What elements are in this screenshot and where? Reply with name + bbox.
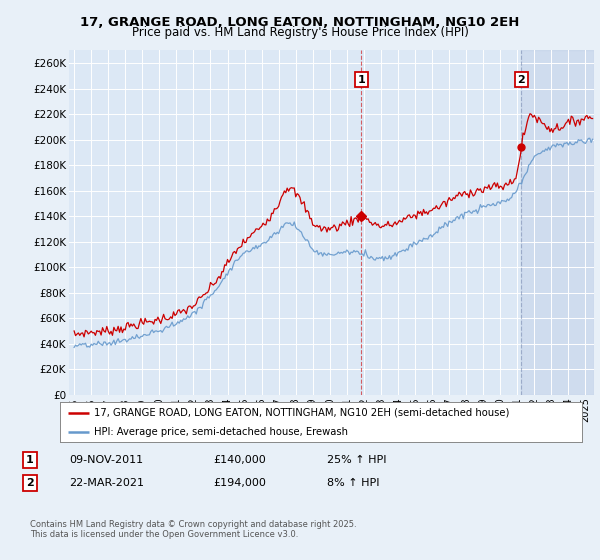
Text: 2: 2	[517, 74, 525, 85]
Text: 1: 1	[26, 455, 34, 465]
Text: 1: 1	[358, 74, 365, 85]
Bar	[521, 50, 594, 395]
Text: HPI: Average price, semi-detached house, Erewash: HPI: Average price, semi-detached house,…	[94, 427, 348, 436]
Text: Price paid vs. HM Land Registry's House Price Index (HPI): Price paid vs. HM Land Registry's House …	[131, 26, 469, 39]
Text: Contains HM Land Registry data © Crown copyright and database right 2025.
This d: Contains HM Land Registry data © Crown c…	[30, 520, 356, 539]
Text: 22-MAR-2021: 22-MAR-2021	[69, 478, 144, 488]
Text: £194,000: £194,000	[213, 478, 266, 488]
Text: £140,000: £140,000	[213, 455, 266, 465]
Text: 25% ↑ HPI: 25% ↑ HPI	[327, 455, 386, 465]
Text: 17, GRANGE ROAD, LONG EATON, NOTTINGHAM, NG10 2EH: 17, GRANGE ROAD, LONG EATON, NOTTINGHAM,…	[80, 16, 520, 29]
Text: 09-NOV-2011: 09-NOV-2011	[69, 455, 143, 465]
Text: 8% ↑ HPI: 8% ↑ HPI	[327, 478, 380, 488]
Text: 17, GRANGE ROAD, LONG EATON, NOTTINGHAM, NG10 2EH (semi-detached house): 17, GRANGE ROAD, LONG EATON, NOTTINGHAM,…	[94, 408, 509, 418]
Text: 2: 2	[26, 478, 34, 488]
